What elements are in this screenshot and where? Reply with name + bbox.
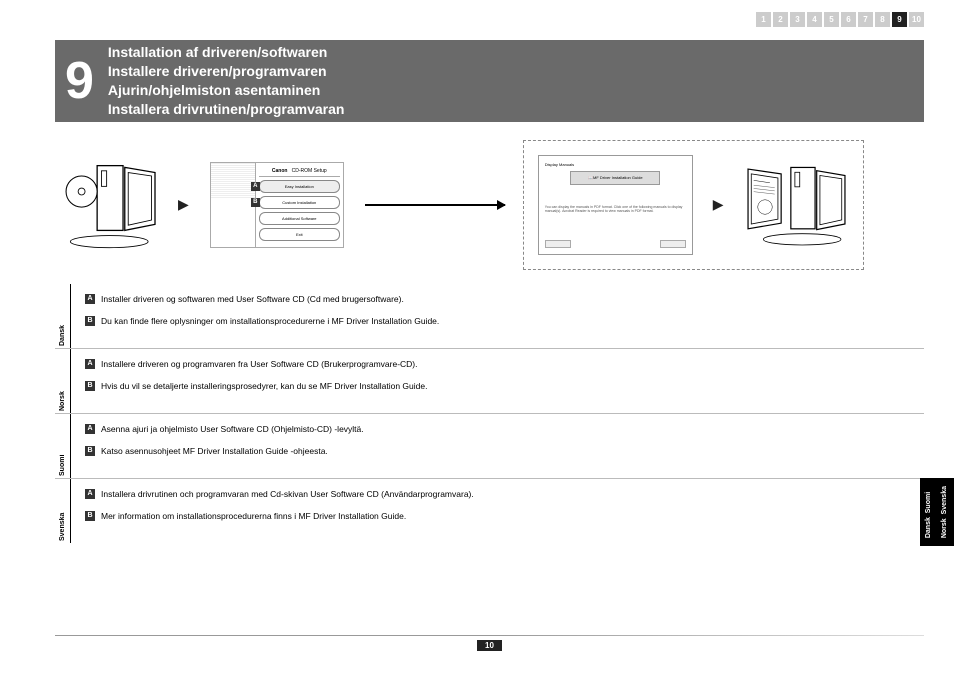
custom-install-button: BCustom Installation [259,196,340,209]
suomi-b: Katso asennusohjeet MF Driver Installati… [101,446,328,456]
language-sections: Dansk AInstaller driveren og softwaren m… [55,284,924,543]
step-2: 2 [773,12,788,27]
lang-tab-norsk: Norsk [55,349,71,413]
svenska-a: Installera drivrutinen och programvaran … [101,489,474,499]
step-8: 8 [875,12,890,27]
step-4: 4 [807,12,822,27]
page-footer: 10 [55,635,924,652]
manuals-label: Display Manuals [545,162,686,167]
title-dk: Installation af driveren/softwaren [108,43,345,62]
title-fi: Ajurin/ohjelmiston asentaminen [108,81,345,100]
norsk-a: Installere driveren og programvaren fra … [101,359,418,369]
lang-tab-suomi: Suomi [55,414,71,478]
side-language-tab: Dansk Suomi Norsk Svenska [920,478,954,546]
step-7: 7 [858,12,873,27]
easy-install-button: AEasy Installation [259,180,340,193]
manuals-window: Display Manuals 📖 MF Driver Installation… [538,155,693,255]
computer-cd-icon [55,157,160,252]
step-10: 10 [909,12,924,27]
manuals-group: Display Manuals 📖 MF Driver Installation… [523,140,864,270]
title-sv: Installera drivrutinen/programvaran [108,100,345,119]
step-6: 6 [841,12,856,27]
lang-tab-dansk: Dansk [55,284,71,348]
step-navigation: 1 2 3 4 5 6 7 8 9 10 [756,12,924,27]
section-titles: Installation af driveren/softwaren Insta… [108,43,345,119]
manuals-note: You can display the manuals in PDF forma… [545,205,686,214]
manuals-button: 📖 MF Driver Installation Guide [570,171,660,185]
pdf-computer-icon [744,160,849,250]
step-1: 1 [756,12,771,27]
exit-button: Exit [259,228,340,241]
step-3: 3 [790,12,805,27]
additional-button: Additional Software [259,212,340,225]
suomi-a: Asenna ajuri ja ohjelmisto User Software… [101,424,364,434]
page-number: 10 [477,640,502,651]
svenska-b: Mer information om installationsprocedur… [101,511,406,521]
lang-tab-svenska: Svenska [55,479,71,543]
arrow-icon: ▶ [713,196,724,213]
step-9: 9 [892,12,907,27]
section-number: 9 [55,55,108,107]
norsk-b: Hvis du vil se detaljerte installeringsp… [101,381,427,391]
diagram-row: ▶ Canon CD-ROM Setup AEasy Installation … [55,140,924,270]
section-header: 9 Installation af driveren/softwaren Ins… [55,40,924,122]
title-no: Installere driveren/programvaren [108,62,345,81]
arrow-icon: ▶ [178,196,189,213]
installer-window: Canon CD-ROM Setup AEasy Installation BC… [207,159,347,251]
dansk-a: Installer driveren og softwaren med User… [101,294,404,304]
dansk-b: Du kan finde flere oplysninger om instal… [101,316,439,326]
long-arrow-icon [365,204,505,206]
step-5: 5 [824,12,839,27]
